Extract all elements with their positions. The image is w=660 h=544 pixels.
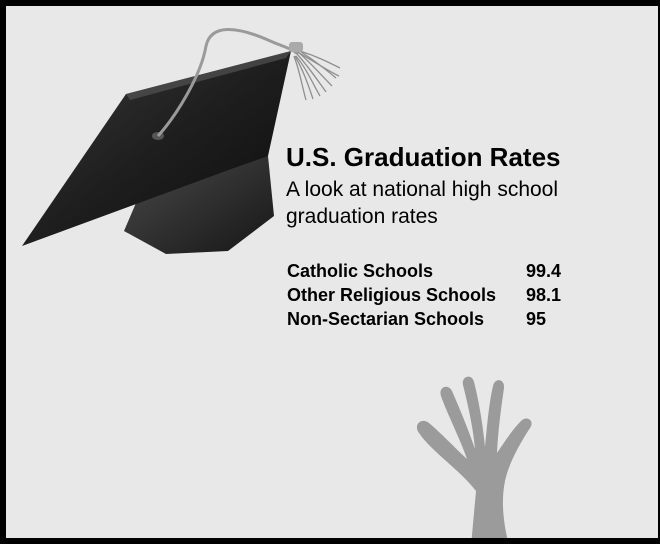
table-row: Non-Sectarian Schools 95 xyxy=(287,307,561,331)
graduation-cap-icon xyxy=(22,28,341,254)
table-row: Other Religious Schools 98.1 xyxy=(287,283,561,307)
school-type-label: Non-Sectarian Schools xyxy=(287,309,485,329)
page-title: U.S. Graduation Rates xyxy=(286,142,561,172)
raised-hand-icon xyxy=(416,376,532,538)
page-subtitle: A look at national high school graduatio… xyxy=(286,178,559,228)
graduation-rate-value: 98.1 xyxy=(526,285,562,305)
graduation-rate-value: 95 xyxy=(526,309,547,329)
graduation-rates-table: Catholic Schools 99.4 Other Religious Sc… xyxy=(287,259,561,331)
school-type-label: Catholic Schools xyxy=(287,261,434,281)
school-type-label: Other Religious Schools xyxy=(287,285,497,305)
graduation-rate-value: 99.4 xyxy=(526,261,562,281)
table-row: Catholic Schools 99.4 xyxy=(287,259,561,283)
